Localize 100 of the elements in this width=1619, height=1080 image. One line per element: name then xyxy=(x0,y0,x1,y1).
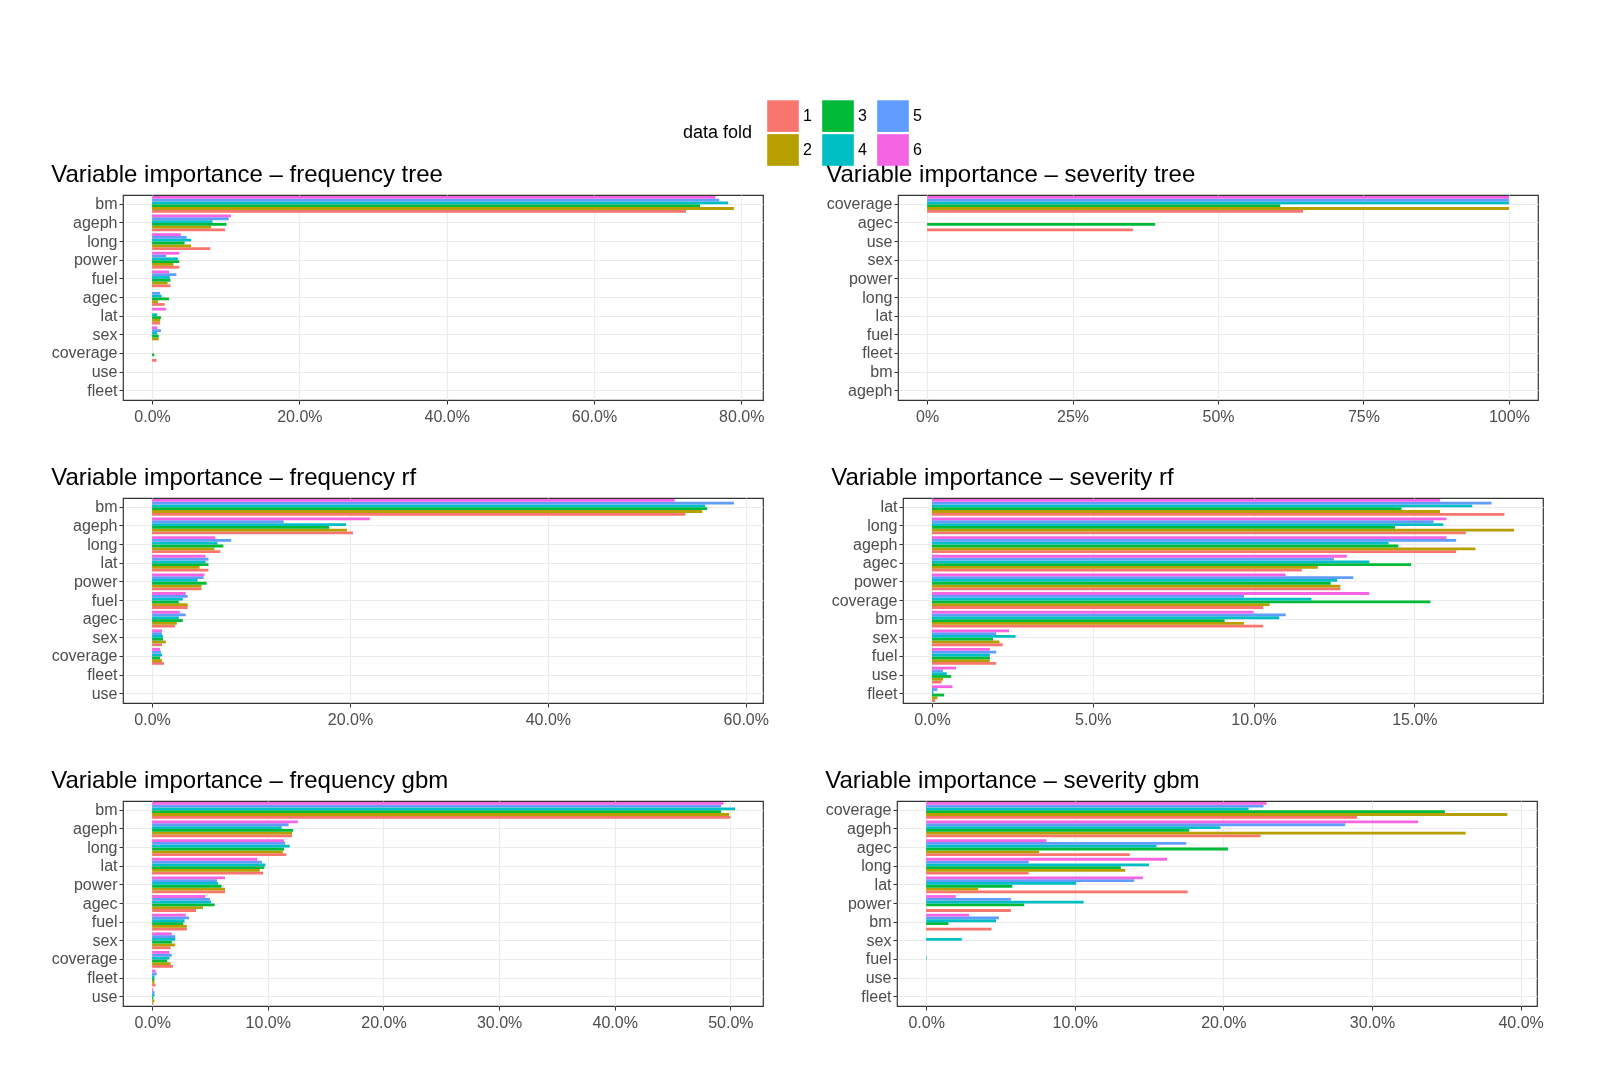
bar xyxy=(931,512,1505,516)
bar xyxy=(926,897,1011,901)
bar xyxy=(152,844,290,848)
bar xyxy=(931,672,947,676)
bar xyxy=(926,826,1221,829)
bar xyxy=(931,566,1318,569)
y-tick-label: long xyxy=(862,288,893,306)
y-tick-label: use xyxy=(865,969,892,987)
x-tick-label: 0.0% xyxy=(134,710,171,728)
bar xyxy=(152,906,204,910)
bar xyxy=(931,554,1347,558)
bar xyxy=(152,510,703,513)
bar xyxy=(926,839,1047,842)
bar xyxy=(927,209,1303,213)
legend-label: 2 xyxy=(803,141,812,158)
bar xyxy=(152,251,180,255)
x-tick-label: 40.0% xyxy=(592,1013,638,1031)
bar xyxy=(152,857,258,861)
y-tick-label: sex xyxy=(92,931,118,949)
bar xyxy=(931,581,1331,585)
bar xyxy=(931,650,997,654)
y-tick-label: agec xyxy=(857,213,893,231)
y-tick-label: sex xyxy=(92,325,118,343)
bar xyxy=(931,603,1270,607)
x-tick-label: 0.0% xyxy=(908,1013,945,1031)
bar xyxy=(931,597,1312,601)
bar xyxy=(152,523,347,526)
bar xyxy=(926,831,1466,835)
bar xyxy=(152,853,287,856)
bar xyxy=(152,353,155,357)
x-tick-label: 80.0% xyxy=(719,407,765,425)
y-tick-label: power xyxy=(848,269,894,287)
bar xyxy=(931,528,1515,532)
x-tick-label: 40.0% xyxy=(1498,1013,1544,1031)
x-tick-label: 20.0% xyxy=(1201,1013,1247,1031)
bar xyxy=(152,220,213,223)
bar xyxy=(931,579,1338,582)
y-tick-label: fleet xyxy=(861,987,893,1005)
bar xyxy=(152,359,157,362)
bar xyxy=(152,307,167,311)
y-tick-label: lat xyxy=(100,554,119,572)
bar xyxy=(926,922,949,925)
x-tick-label: 30.0% xyxy=(1349,1013,1396,1031)
x-tick-label: 0.0% xyxy=(914,710,951,728)
bar xyxy=(152,303,165,306)
x-tick-label: 75% xyxy=(1347,407,1380,425)
bar xyxy=(927,222,1156,226)
y-tick-label: fuel xyxy=(866,325,893,343)
bar xyxy=(152,946,171,950)
bar xyxy=(931,610,1254,614)
bar xyxy=(926,828,1190,832)
bar xyxy=(926,884,1013,888)
bar xyxy=(152,539,232,542)
bar xyxy=(931,634,1016,638)
x-tick-label: 20.0% xyxy=(361,1013,407,1031)
bar xyxy=(931,547,1476,551)
x-tick-label: 50.0% xyxy=(708,1013,754,1031)
y-tick-label: long xyxy=(861,857,892,875)
bar xyxy=(152,895,206,898)
bar xyxy=(926,882,1077,885)
y-tick-label: long xyxy=(867,516,898,534)
bar xyxy=(931,525,1396,529)
bar xyxy=(152,566,200,569)
legend-label: 3 xyxy=(858,107,867,125)
y-tick-label: power xyxy=(853,572,899,590)
bar xyxy=(931,520,1434,524)
bar xyxy=(152,876,225,880)
y-tick-label: use xyxy=(866,232,893,250)
bar xyxy=(926,815,1358,819)
bar xyxy=(931,536,1447,539)
y-tick-label: agec xyxy=(82,610,118,628)
bar xyxy=(152,195,716,199)
bar xyxy=(931,685,953,689)
x-tick-label: 40.0% xyxy=(525,710,572,728)
y-tick-label: lat xyxy=(874,875,893,893)
y-tick-label: bm xyxy=(869,913,892,931)
bar xyxy=(152,568,209,572)
bar xyxy=(931,675,952,678)
y-tick-label: fuel xyxy=(91,591,118,609)
bar xyxy=(152,198,720,202)
x-tick-label: 5.0% xyxy=(1075,710,1112,728)
bar xyxy=(152,823,289,827)
bar xyxy=(152,643,162,647)
bar xyxy=(931,563,1412,567)
y-tick-label: sex xyxy=(867,251,893,269)
y-tick-label: power xyxy=(847,894,893,912)
bar xyxy=(926,871,1029,875)
bar xyxy=(931,632,997,635)
bar xyxy=(152,528,348,532)
bar xyxy=(931,619,1225,622)
y-tick-label: use xyxy=(91,684,118,702)
bar xyxy=(926,895,956,898)
y-tick-label: lat xyxy=(880,498,899,516)
bar xyxy=(926,863,1150,867)
bar xyxy=(926,853,1130,856)
y-tick-label: long xyxy=(87,232,118,250)
bar xyxy=(152,236,187,239)
y-tick-label: coverage xyxy=(826,195,893,213)
bar xyxy=(152,550,221,553)
legend-title: data fold xyxy=(683,122,753,142)
